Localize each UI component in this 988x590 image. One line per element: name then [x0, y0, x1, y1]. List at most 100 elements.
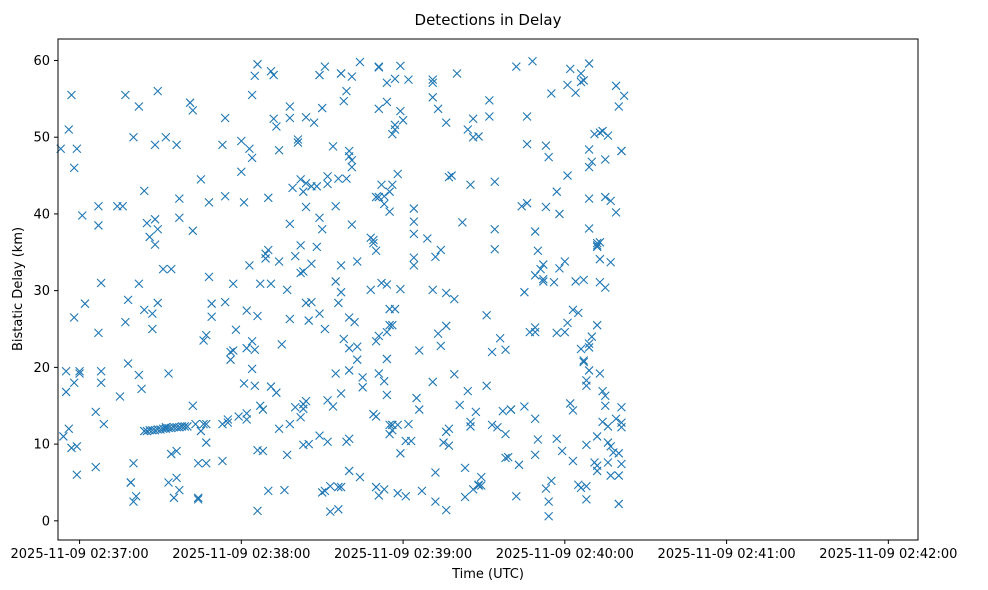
- data-point: [555, 264, 564, 273]
- data-point: [323, 171, 332, 181]
- data-point: [274, 257, 284, 266]
- data-point: [199, 336, 208, 345]
- data-point: [91, 462, 101, 472]
- data-point: [568, 305, 578, 315]
- data-point: [96, 378, 106, 388]
- plot-frame: [57, 38, 919, 541]
- data-point: [67, 90, 76, 100]
- data-point: [150, 214, 160, 224]
- data-point: [385, 420, 394, 430]
- data-point: [587, 157, 597, 167]
- data-point: [301, 396, 311, 406]
- data-point: [196, 426, 206, 436]
- data-point: [266, 279, 276, 289]
- data-point: [369, 235, 378, 245]
- data-point: [576, 344, 586, 354]
- data-point: [598, 417, 607, 427]
- data-point: [218, 456, 227, 466]
- data-point: [530, 227, 540, 236]
- data-point: [592, 432, 602, 441]
- data-point: [555, 209, 564, 219]
- data-point: [201, 330, 211, 340]
- data-point: [563, 171, 572, 180]
- data-point: [374, 331, 384, 341]
- data-point: [255, 279, 265, 289]
- data-point: [493, 422, 502, 432]
- data-point: [595, 254, 605, 264]
- data-point: [409, 204, 419, 213]
- y-tick-label: 10: [33, 438, 50, 453]
- data-point: [250, 381, 260, 391]
- data-point: [180, 422, 190, 431]
- data-point: [530, 327, 540, 337]
- data-point: [387, 129, 397, 139]
- data-point: [298, 267, 308, 276]
- data-point: [342, 174, 351, 184]
- data-point: [123, 295, 133, 305]
- y-axis-label: Bistatic Delay (km): [11, 227, 26, 351]
- data-point: [563, 318, 572, 328]
- data-point: [522, 112, 532, 121]
- data-point: [164, 478, 173, 487]
- x-tick-label: 2025-11-09 02:37:00: [11, 547, 149, 562]
- data-point: [323, 179, 332, 189]
- data-point: [253, 311, 262, 321]
- data-point: [476, 481, 486, 490]
- data-point: [193, 493, 203, 503]
- data-point: [247, 153, 257, 163]
- data-point: [285, 419, 295, 429]
- data-point: [431, 252, 440, 262]
- data-point: [153, 298, 163, 308]
- data-point: [301, 178, 311, 188]
- data-point: [69, 313, 79, 322]
- data-point: [544, 497, 554, 507]
- data-point: [153, 224, 163, 234]
- data-point: [600, 155, 610, 164]
- data-point: [253, 59, 262, 69]
- data-point: [401, 491, 411, 501]
- data-point: [282, 450, 292, 460]
- data-point: [501, 453, 510, 463]
- data-point: [371, 412, 381, 421]
- data-point: [433, 104, 443, 114]
- data-point: [600, 391, 610, 401]
- data-point: [320, 62, 330, 72]
- data-point: [94, 221, 103, 230]
- data-point: [444, 172, 454, 182]
- data-point: [188, 105, 198, 115]
- data-point: [169, 493, 179, 503]
- data-point: [484, 112, 494, 121]
- x-tick-label: 2025-11-09 02:40:00: [496, 547, 634, 562]
- data-point: [304, 439, 314, 449]
- data-point: [317, 224, 327, 234]
- data-point: [371, 192, 381, 202]
- data-point: [342, 86, 351, 96]
- data-point: [166, 449, 176, 459]
- data-point: [541, 484, 551, 493]
- data-point: [409, 217, 419, 226]
- data-point: [436, 341, 446, 351]
- data-point: [600, 192, 610, 202]
- data-point: [274, 424, 284, 434]
- data-point: [444, 424, 454, 434]
- data-point: [204, 198, 214, 207]
- data-point: [296, 240, 306, 250]
- data-point: [218, 140, 227, 150]
- data-point: [455, 400, 465, 410]
- data-point: [355, 472, 365, 482]
- data-point: [530, 414, 540, 424]
- data-point: [242, 415, 252, 424]
- data-point: [69, 378, 79, 388]
- data-point: [398, 115, 408, 125]
- data-point: [395, 106, 405, 116]
- data-point: [568, 405, 578, 415]
- x-axis-ticks: 2025-11-09 02:37:00 2025-11-09 02:38:00 20…: [11, 540, 957, 562]
- data-point: [304, 316, 314, 325]
- data-point: [592, 320, 602, 330]
- data-point: [336, 482, 346, 492]
- data-point: [377, 180, 386, 190]
- data-point: [490, 224, 500, 234]
- data-point: [374, 369, 384, 378]
- data-point: [269, 70, 279, 80]
